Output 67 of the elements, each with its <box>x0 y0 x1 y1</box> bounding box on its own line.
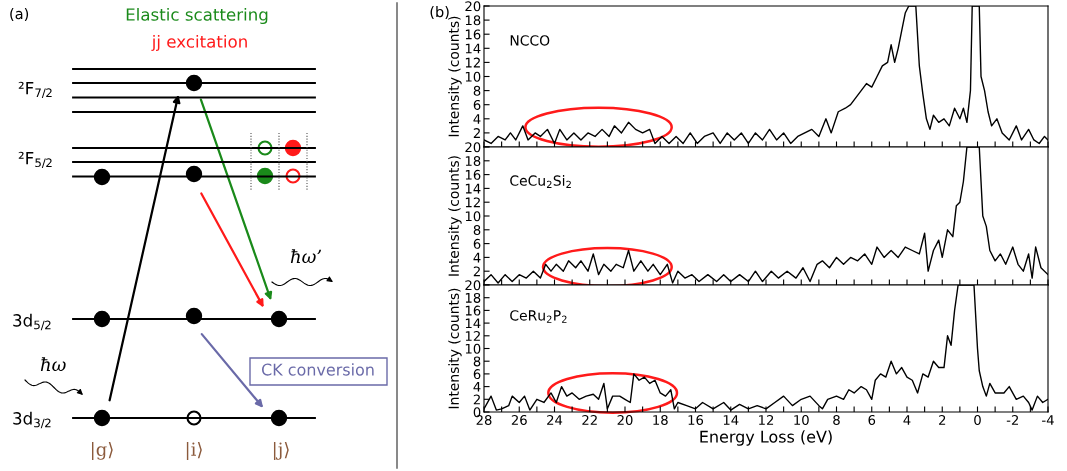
y-tick-label: 16 <box>465 305 481 316</box>
y-tick-label: 6 <box>473 99 481 110</box>
y-tick-label: 20 <box>465 1 481 12</box>
y-tick-label: 18 <box>465 292 481 303</box>
x-tick-label: -4 <box>1042 415 1054 425</box>
y-tick-label: 18 <box>465 156 481 166</box>
y-tick-label: 8 <box>473 85 481 96</box>
x-tick-label: 26 <box>511 415 527 425</box>
text: 3d$_{5/2}$ <box>13 313 51 331</box>
text: CeCu$_{2}$Si$_{2}$ <box>510 175 571 188</box>
y-tick-label: 10 <box>465 343 481 354</box>
text: |j⟩ <box>273 441 289 461</box>
y-tick-label: 2 <box>473 394 480 405</box>
text: ²F$_{7/2}$ <box>18 81 52 99</box>
x-tick-label: -2 <box>1006 415 1019 425</box>
text: NCCO <box>510 35 550 46</box>
x-tick-label: 6 <box>868 415 876 425</box>
text: ħω <box>40 357 66 372</box>
text: jj excitation <box>151 34 247 52</box>
x-tick-label: 22 <box>582 415 597 425</box>
x-tick-label: 2 <box>939 415 946 425</box>
x-tick-label: 24 <box>547 415 563 425</box>
x-tick-label: 16 <box>688 415 704 425</box>
y-tick-label: 12 <box>465 331 480 341</box>
x-tick-label: 10 <box>794 415 809 425</box>
y-tick-label: 14 <box>465 43 481 54</box>
y-tick-label: 4 <box>473 381 481 392</box>
y-tick-label: 16 <box>465 29 481 40</box>
text: 3d$_{3/2}$ <box>13 411 51 429</box>
y-tick-label: 16 <box>465 169 481 180</box>
text: |g⟩ <box>91 441 113 461</box>
text: |i⟩ <box>186 441 202 461</box>
x-tick-label: 12 <box>759 415 774 425</box>
y-tick-label: 18 <box>465 15 481 26</box>
y-tick-label: 8 <box>473 225 481 235</box>
y-tick-label: 8 <box>473 356 481 367</box>
y-tick-label: 2 <box>473 128 480 138</box>
y-tick-label: 14 <box>465 318 481 329</box>
y-tick-label: 6 <box>473 369 481 380</box>
y-tick-label: 2 <box>473 266 480 277</box>
x-tick-label: 4 <box>903 415 911 425</box>
text: Elastic scattering <box>126 7 268 25</box>
y-axis-title: Intensity (counts) <box>448 16 462 137</box>
chart-title: (b) <box>430 6 449 19</box>
x-tick-label: 0 <box>974 415 981 425</box>
y-tick-label: 12 <box>465 197 480 208</box>
y-tick-label: 6 <box>473 238 481 249</box>
y-tick-label: 20 <box>465 142 481 153</box>
y-tick-label: 10 <box>465 71 481 82</box>
text: ²F$_{5/2}$ <box>18 151 52 169</box>
y-axis-title: Intensity (counts) <box>448 288 462 409</box>
y-tick-label: 4 <box>473 252 481 263</box>
y-tick-label: 4 <box>473 114 481 124</box>
text: (a) <box>10 7 29 21</box>
x-tick-label: 14 <box>723 415 739 425</box>
text: CK conversion <box>261 363 374 376</box>
y-axis-title: Intensity (counts) <box>448 156 462 276</box>
y-tick-label: 12 <box>465 57 480 68</box>
x-axis-title: Energy Loss (eV) <box>700 430 832 446</box>
y-tick-label: 10 <box>465 211 481 222</box>
x-tick-label: 18 <box>653 415 668 425</box>
x-tick-label: 8 <box>833 415 840 425</box>
text: ħω’ <box>290 249 322 264</box>
x-tick-label: 20 <box>617 415 633 425</box>
y-tick-label: 20 <box>465 280 481 291</box>
y-tick-label: 14 <box>465 183 481 194</box>
text: CeRu$_{2}$P$_{2}$ <box>510 310 567 323</box>
